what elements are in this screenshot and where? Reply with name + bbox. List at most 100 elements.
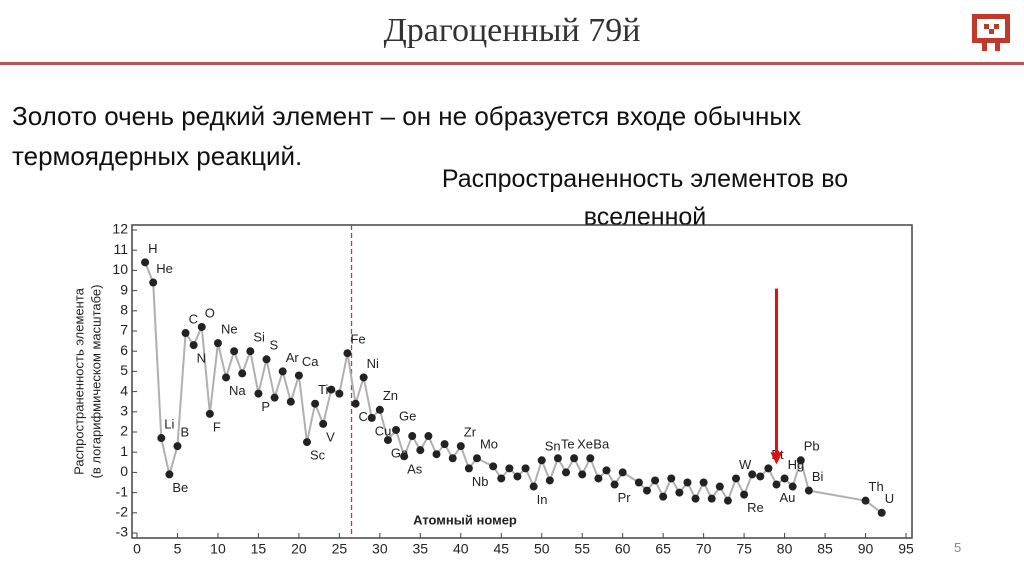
data-point — [659, 492, 668, 501]
x-tick-label: 70 — [696, 541, 712, 555]
data-point — [699, 478, 708, 487]
point-label: B — [180, 425, 189, 440]
x-tick-label: 95 — [898, 541, 914, 555]
data-point — [359, 373, 368, 382]
data-point — [286, 397, 295, 406]
page-number: 5 — [954, 540, 962, 555]
data-point — [780, 474, 789, 483]
data-point — [772, 480, 781, 489]
data-point — [383, 436, 392, 445]
arrow-head — [770, 452, 783, 465]
x-tick-label: 15 — [251, 541, 267, 555]
data-point — [254, 389, 263, 398]
data-point — [602, 466, 611, 475]
y-axis-label: (в логарифмическом масштабе) — [88, 285, 103, 479]
y-tick-label: 2 — [120, 423, 128, 439]
data-point — [675, 488, 684, 497]
chart-title: Распространенность элементов во вселенно… — [441, 165, 849, 231]
data-point — [877, 508, 886, 517]
point-label: Ni — [367, 356, 379, 371]
point-label: As — [407, 462, 423, 477]
data-point — [788, 482, 797, 491]
data-point — [432, 450, 441, 459]
point-label: Re — [747, 500, 764, 515]
point-label: V — [326, 429, 335, 444]
data-point — [448, 454, 457, 463]
point-label: Ar — [286, 350, 300, 365]
data-point — [505, 464, 514, 473]
point-label: Bi — [812, 469, 824, 484]
data-point — [691, 494, 700, 503]
point-label: Au — [779, 490, 795, 505]
point-label: S — [270, 338, 279, 353]
point-label: Pb — [804, 439, 820, 454]
data-point — [205, 409, 214, 418]
point-label: Li — [164, 416, 174, 431]
x-tick-label: 60 — [615, 541, 631, 555]
data-point — [408, 432, 417, 441]
y-tick-label: -3 — [116, 524, 129, 540]
x-tick-label: 55 — [574, 541, 590, 555]
y-tick-label: 7 — [120, 322, 128, 338]
data-point — [270, 393, 279, 402]
x-tick-label: 40 — [453, 541, 469, 555]
y-tick-label: 3 — [120, 403, 128, 419]
point-label: F — [213, 419, 221, 434]
data-point — [723, 496, 732, 505]
data-line — [144, 261, 883, 514]
point-label: Ca — [302, 354, 319, 369]
x-tick-label: 20 — [291, 541, 307, 555]
x-tick-label: 10 — [210, 541, 226, 555]
y-tick-label: 8 — [120, 302, 128, 318]
data-point — [335, 389, 344, 398]
data-point — [238, 369, 247, 378]
point-label: Si — [253, 330, 265, 345]
point-label: Mo — [480, 437, 498, 452]
data-point — [489, 462, 498, 471]
data-point — [149, 278, 158, 287]
data-point — [319, 419, 328, 428]
data-point — [416, 446, 425, 455]
point-label: Zn — [383, 388, 398, 403]
data-point — [594, 474, 603, 483]
y-tick-label: 5 — [120, 362, 128, 378]
data-point — [181, 329, 190, 338]
data-point — [570, 454, 579, 463]
data-point — [230, 347, 239, 356]
data-point — [497, 474, 506, 483]
logo — [972, 14, 1010, 51]
data-point — [141, 258, 150, 267]
data-point — [513, 472, 522, 481]
data-point — [562, 468, 571, 477]
data-point — [351, 399, 360, 408]
data-point — [610, 480, 619, 489]
point-label: H — [148, 241, 157, 256]
point-label: Ne — [221, 322, 238, 337]
y-axis-label: Распространенность элемента — [71, 287, 86, 475]
data-point — [327, 385, 336, 394]
data-point — [440, 440, 449, 449]
point-label: Ge — [399, 408, 416, 423]
point-label: Ti — [318, 382, 328, 397]
data-point — [740, 490, 749, 499]
x-tick-label: 85 — [817, 541, 833, 555]
data-point — [222, 373, 231, 382]
point-label: O — [205, 305, 215, 320]
x-tick-label: 90 — [858, 541, 874, 555]
data-point — [375, 405, 384, 414]
data-point — [748, 470, 757, 479]
point-label: U — [885, 491, 894, 506]
data-point — [618, 468, 627, 477]
point-label: W — [739, 457, 752, 472]
x-tick-label: 50 — [534, 541, 550, 555]
data-point — [464, 464, 473, 473]
data-point — [262, 355, 271, 364]
y-tick-label: 9 — [120, 281, 128, 297]
point-label: Be — [172, 480, 188, 495]
y-tick-label: 1 — [120, 443, 128, 459]
data-point — [683, 478, 692, 487]
text-line: Золото очень редкий элемент – он не обра… — [12, 101, 802, 131]
data-point — [165, 470, 174, 479]
data-point — [545, 476, 554, 485]
